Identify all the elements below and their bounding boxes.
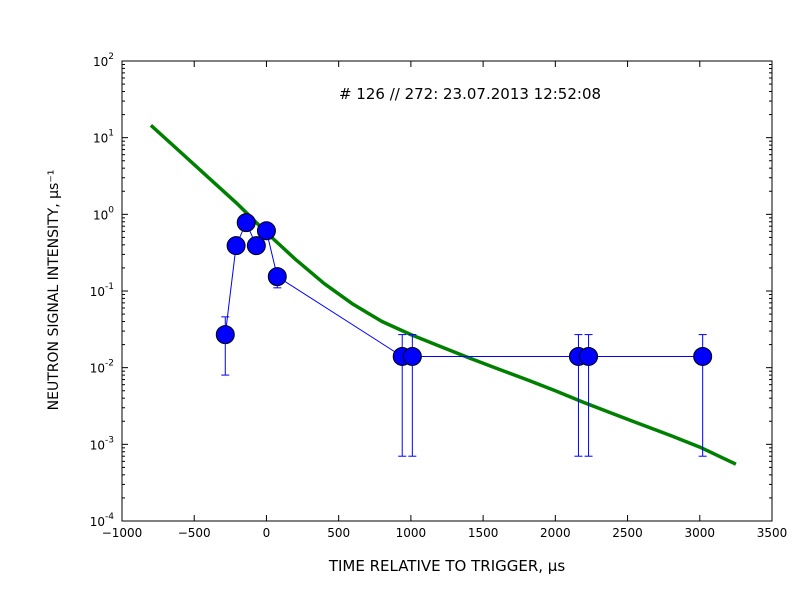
x-tick-label: −1000 — [102, 526, 143, 540]
data-point — [267, 267, 287, 287]
y-tick-exponent: -4 — [105, 512, 114, 522]
data-point — [693, 346, 713, 366]
y-tick-base: 10 — [90, 438, 105, 452]
data-point — [579, 346, 599, 366]
x-tick-label: 2000 — [540, 526, 571, 540]
y-tick-label: 100 — [93, 205, 114, 222]
y-tick-base: 10 — [93, 132, 108, 146]
x-tick-label: 1500 — [468, 526, 499, 540]
x-tick-label: 0 — [263, 526, 271, 540]
y-tick-exponent: 1 — [108, 129, 114, 139]
y-tick-label: 10-2 — [90, 359, 114, 376]
y-tick-exponent: -2 — [105, 359, 114, 369]
data-point — [256, 221, 276, 241]
data-point — [246, 236, 266, 256]
x-tick-label: 500 — [327, 526, 350, 540]
y-tick-exponent: 0 — [108, 205, 114, 215]
x-ticks: −1000 −500 0 500 1000 1500 2000 2500 3000 3500 — [102, 61, 788, 540]
x-tick-label: 1000 — [396, 526, 427, 540]
y-tick-label: 10-4 — [90, 512, 115, 529]
y-tick-label: 102 — [93, 52, 114, 69]
data-point — [402, 346, 422, 366]
y-tick-base: 10 — [90, 285, 105, 299]
y-tick-exponent: -1 — [105, 282, 114, 292]
x-tick-label: 3000 — [685, 526, 716, 540]
x-axis-label: TIME RELATIVE TO TRIGGER, μs — [328, 557, 566, 575]
y-tick-label: 101 — [93, 129, 114, 146]
y-tick-base: 10 — [93, 55, 108, 69]
data-layer — [215, 213, 713, 457]
y-axis-label: NEUTRON SIGNAL INTENSITY, μs⁻¹ — [46, 170, 62, 411]
y-tick-base: 10 — [90, 515, 105, 529]
x-tick-label: 2500 — [612, 526, 643, 540]
y-tick-exponent: 2 — [108, 52, 114, 62]
y-tick-label: 10-3 — [90, 435, 114, 452]
data-point — [236, 213, 256, 233]
chart-annotation: # 126 // 272: 23.07.2013 12:52:08 — [339, 85, 601, 103]
y-tick-label: 10-1 — [90, 282, 114, 299]
y-tick-base: 10 — [93, 208, 108, 222]
x-tick-label: 3500 — [757, 526, 788, 540]
y-tick-base: 10 — [90, 362, 105, 376]
y-tick-exponent: -3 — [105, 435, 114, 445]
x-tick-label: −500 — [178, 526, 211, 540]
data-point — [215, 325, 235, 345]
plot-area — [121, 60, 773, 522]
data-point — [226, 236, 246, 256]
